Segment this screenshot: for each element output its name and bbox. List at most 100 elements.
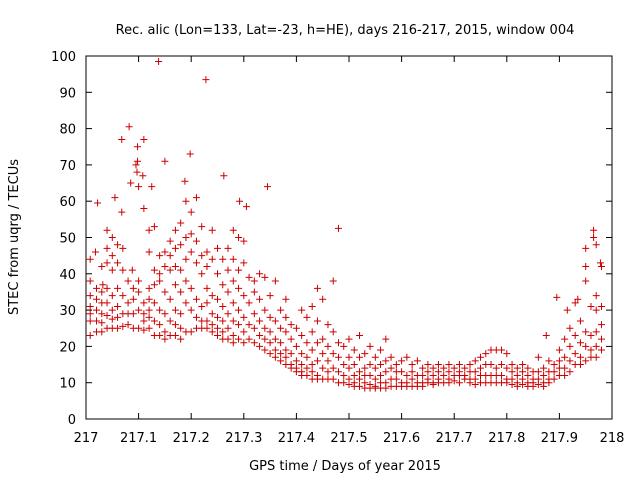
data-point: [403, 353, 411, 361]
data-point: [287, 350, 295, 358]
data-point: [319, 350, 327, 358]
data-point: [508, 368, 516, 376]
data-point: [366, 371, 374, 379]
data-point: [214, 313, 221, 321]
data-point: [198, 252, 206, 260]
data-point: [571, 350, 579, 358]
data-point: [187, 230, 195, 238]
data-point: [261, 335, 269, 343]
data-point: [445, 361, 453, 369]
data-point: [377, 371, 385, 379]
data-point: [192, 313, 200, 321]
data-point: [277, 339, 285, 347]
data-point: [192, 295, 200, 303]
data-point: [114, 324, 122, 332]
data-point: [440, 371, 448, 379]
data-point: [93, 295, 101, 303]
data-point: [182, 299, 190, 307]
data-point: [377, 361, 385, 369]
data-point: [592, 342, 600, 350]
y-tick-label: 10: [59, 377, 76, 392]
data-point: [324, 357, 332, 365]
data-point: [235, 266, 243, 274]
data-point: [590, 226, 598, 234]
data-point: [303, 364, 311, 372]
data-point: [387, 353, 395, 361]
data-point: [124, 277, 132, 285]
data-point: [98, 263, 106, 271]
data-point: [111, 194, 119, 202]
y-tick-label: 0: [68, 413, 76, 428]
data-point: [356, 368, 364, 376]
data-point: [202, 76, 210, 84]
data-point: [177, 266, 185, 274]
data-point: [329, 375, 337, 383]
data-point: [134, 157, 142, 165]
data-point: [340, 342, 348, 350]
data-point: [156, 277, 164, 285]
data-point: [492, 364, 500, 372]
data-point: [93, 284, 101, 292]
x-tick-label: 217.4: [278, 431, 315, 446]
data-point: [93, 306, 101, 314]
data-point: [308, 361, 316, 369]
data-point: [214, 244, 221, 252]
data-point: [245, 335, 253, 343]
data-point: [392, 361, 400, 369]
data-point: [235, 335, 243, 343]
data-point: [108, 252, 116, 260]
data-point: [576, 361, 584, 369]
data-point: [198, 223, 206, 231]
data-point: [271, 317, 279, 325]
y-axis-label: STEC from uqrg / TECUs: [7, 159, 22, 315]
data-point: [114, 259, 122, 267]
data-point: [103, 284, 111, 292]
data-point: [235, 321, 243, 329]
data-point: [587, 332, 595, 340]
data-point: [597, 335, 605, 343]
data-point: [135, 277, 143, 285]
data-point: [103, 299, 111, 307]
data-point: [282, 313, 290, 321]
data-point: [429, 371, 437, 379]
data-point: [582, 328, 590, 336]
data-point: [203, 317, 211, 325]
data-point: [398, 357, 406, 365]
data-point: [140, 135, 148, 143]
data-point: [334, 224, 342, 232]
data-point: [382, 335, 390, 343]
data-point: [93, 317, 101, 325]
data-point: [156, 321, 164, 329]
data-point: [166, 295, 174, 303]
x-tick-label: 217: [74, 431, 99, 446]
data-point: [132, 161, 140, 169]
data-point: [277, 324, 285, 332]
data-point: [224, 266, 232, 274]
data-point: [229, 339, 237, 347]
data-point: [224, 324, 232, 332]
data-point: [434, 361, 442, 369]
data-point: [203, 248, 211, 256]
data-point: [208, 328, 216, 336]
data-point: [582, 342, 590, 350]
data-point: [224, 335, 232, 343]
data-point: [86, 277, 94, 285]
y-tick-label: 60: [59, 195, 76, 210]
data-point: [356, 382, 364, 390]
data-point: [503, 364, 511, 372]
y-tick-label: 30: [59, 304, 76, 319]
data-point: [277, 350, 285, 358]
data-point: [150, 299, 158, 307]
data-point: [119, 266, 127, 274]
data-point: [161, 335, 169, 343]
y-tick-label: 100: [51, 50, 76, 65]
data-point: [513, 382, 521, 390]
data-point: [166, 266, 174, 274]
data-point: [256, 332, 264, 340]
data-point: [550, 368, 558, 376]
data-point: [377, 346, 385, 354]
data-point: [340, 379, 348, 387]
data-point: [145, 324, 153, 332]
data-point: [208, 255, 216, 263]
